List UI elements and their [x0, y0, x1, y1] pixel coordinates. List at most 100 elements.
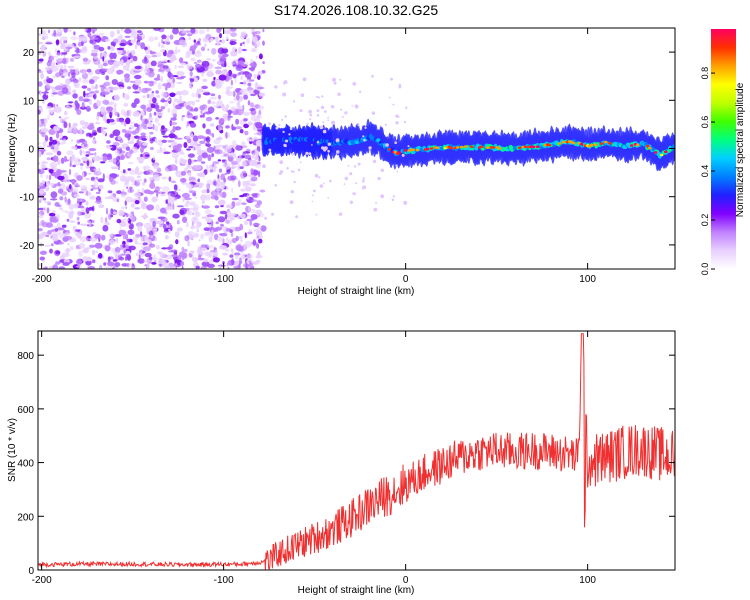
noise-blob	[46, 82, 51, 89]
noise-blob	[127, 168, 132, 171]
noise-blob	[211, 220, 214, 227]
noise-blob	[206, 245, 215, 249]
noise-blob	[76, 139, 81, 144]
noise-blob	[58, 116, 62, 119]
sparse-speckle	[316, 109, 320, 112]
noise-blob	[176, 205, 184, 208]
noise-blob	[79, 149, 83, 156]
noise-blob	[197, 135, 205, 140]
noise-blob	[201, 46, 205, 52]
spectrogram-y-ticks: -20 -10 0 10 20	[20, 48, 675, 252]
noise-blob	[116, 69, 124, 75]
noise-blob	[192, 216, 197, 222]
noise-blob	[255, 139, 264, 147]
noise-blob	[189, 82, 194, 89]
noise-blob	[203, 43, 207, 48]
sparse-speckle	[335, 138, 340, 143]
noise-blob	[118, 229, 127, 236]
noise-blob	[203, 227, 211, 232]
noise-blob	[171, 57, 178, 61]
signal-peak	[429, 147, 434, 150]
noise-blob	[239, 195, 245, 198]
noise-blob	[98, 204, 105, 209]
noise-blob	[205, 128, 211, 135]
sparse-speckle	[397, 116, 400, 118]
y-tick-label: 10	[23, 96, 35, 107]
noise-blob	[67, 71, 71, 77]
noise-blob	[41, 91, 50, 94]
sparse-speckle	[351, 105, 354, 107]
noise-blob	[173, 259, 180, 263]
noise-blob	[164, 235, 169, 240]
noise-blob	[170, 225, 173, 232]
noise-blob	[98, 32, 105, 36]
signal-peak	[635, 143, 640, 147]
noise-blob	[206, 28, 210, 33]
sparse-speckle	[309, 113, 313, 117]
y-tick-label: 400	[17, 459, 34, 470]
noise-blob	[239, 34, 245, 40]
signal-peak	[579, 142, 584, 146]
noise-blob	[254, 117, 261, 124]
noise-blob	[140, 236, 144, 242]
noise-blob	[89, 195, 96, 200]
noise-blob	[151, 55, 158, 58]
noise-blob	[145, 49, 149, 55]
noise-blob	[235, 235, 239, 242]
noise-blob	[236, 100, 241, 108]
noise-blob	[228, 239, 233, 245]
noise-blob	[125, 233, 129, 241]
noise-blob	[141, 137, 148, 141]
noise-blob	[240, 188, 246, 192]
noise-blob	[187, 211, 192, 214]
noise-blob	[72, 164, 76, 168]
noise-blob	[93, 44, 101, 50]
noise-blob	[81, 101, 85, 109]
noise-blob	[48, 212, 56, 217]
noise-blob	[109, 239, 115, 245]
noise-blob	[91, 49, 99, 54]
noise-blob	[66, 218, 70, 222]
noise-blob	[93, 171, 102, 176]
noise-blob	[194, 196, 198, 199]
noise-blob	[242, 41, 245, 45]
noise-blob	[133, 192, 141, 198]
noise-blob	[187, 153, 195, 158]
noise-blob	[57, 227, 62, 231]
noise-blob	[207, 48, 210, 51]
noise-blob	[79, 163, 84, 166]
noise-blob	[180, 62, 186, 65]
noise-blob	[120, 59, 124, 66]
noise-blob	[241, 64, 249, 67]
noise-blob	[160, 106, 166, 110]
noise-blob	[107, 256, 111, 263]
noise-blob	[157, 73, 160, 80]
noise-blob	[225, 219, 231, 224]
sparse-speckle	[284, 144, 287, 148]
sparse-speckle	[336, 150, 340, 154]
noise-blob	[162, 135, 169, 138]
noise-blob	[208, 235, 213, 243]
noise-blob	[172, 102, 176, 109]
noise-blob	[117, 35, 123, 39]
noise-blob	[124, 35, 131, 38]
noise-blob	[249, 108, 256, 112]
noise-blob	[180, 182, 189, 185]
noise-blob	[104, 39, 110, 42]
noise-blob	[246, 263, 254, 269]
noise-blob	[201, 72, 205, 78]
noise-blob	[127, 86, 132, 90]
sparse-speckle	[306, 122, 309, 126]
sparse-speckle	[316, 141, 320, 144]
signal-peak	[599, 142, 604, 145]
noise-blob	[115, 180, 119, 184]
noise-blob	[73, 122, 77, 130]
noise-blob	[143, 196, 148, 202]
noise-blob	[231, 47, 237, 52]
noise-blob	[38, 70, 43, 73]
sparse-speckle	[361, 179, 365, 183]
noise-blob	[141, 200, 145, 206]
sparse-speckle	[274, 85, 278, 89]
noise-blob	[59, 132, 64, 139]
y-tick-label: 200	[17, 512, 34, 523]
